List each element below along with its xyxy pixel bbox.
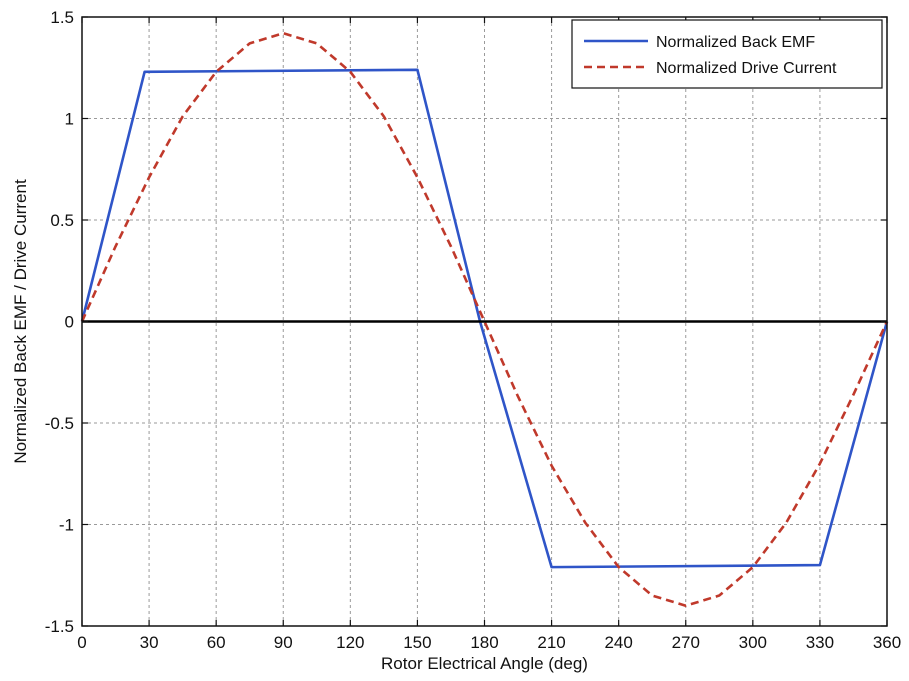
x-tick-label: 180	[470, 633, 498, 652]
y-tick-label: 1	[65, 110, 74, 129]
y-tick-label: 1.5	[50, 8, 74, 27]
x-tick-label: 360	[873, 633, 901, 652]
x-tick-label: 210	[537, 633, 565, 652]
series-lines	[80, 31, 889, 608]
legend-label: Normalized Back EMF	[656, 34, 815, 51]
y-tick-label: -0.5	[45, 414, 74, 433]
y-tick-label: 0.5	[50, 211, 74, 230]
x-tick-label: 330	[806, 633, 834, 652]
y-tick-label: 0	[65, 313, 74, 332]
y-axis-label: Normalized Back EMF / Drive Current	[11, 179, 30, 464]
y-tick-label: -1.5	[45, 617, 74, 636]
x-axis-label: Rotor Electrical Angle (deg)	[381, 654, 588, 673]
x-tick-label: 30	[140, 633, 159, 652]
legend: Normalized Back EMF Normalized Drive Curr…	[571, 19, 883, 89]
x-tick-label: 300	[739, 633, 767, 652]
axis-ticks: 0 30 60 90 120 150 180 210 240 270 300 330 360 -1.5 -1…	[45, 8, 901, 652]
x-tick-label: 240	[604, 633, 632, 652]
legend-label: Normalized Drive Current	[656, 60, 837, 77]
x-tick-label: 0	[77, 633, 86, 652]
y-tick-label: -1	[59, 516, 74, 535]
x-tick-label: 270	[672, 633, 700, 652]
x-tick-label: 90	[274, 633, 293, 652]
x-tick-label: 150	[403, 633, 431, 652]
legend-box	[571, 19, 883, 89]
x-tick-label: 120	[336, 633, 364, 652]
x-tick-label: 60	[207, 633, 226, 652]
